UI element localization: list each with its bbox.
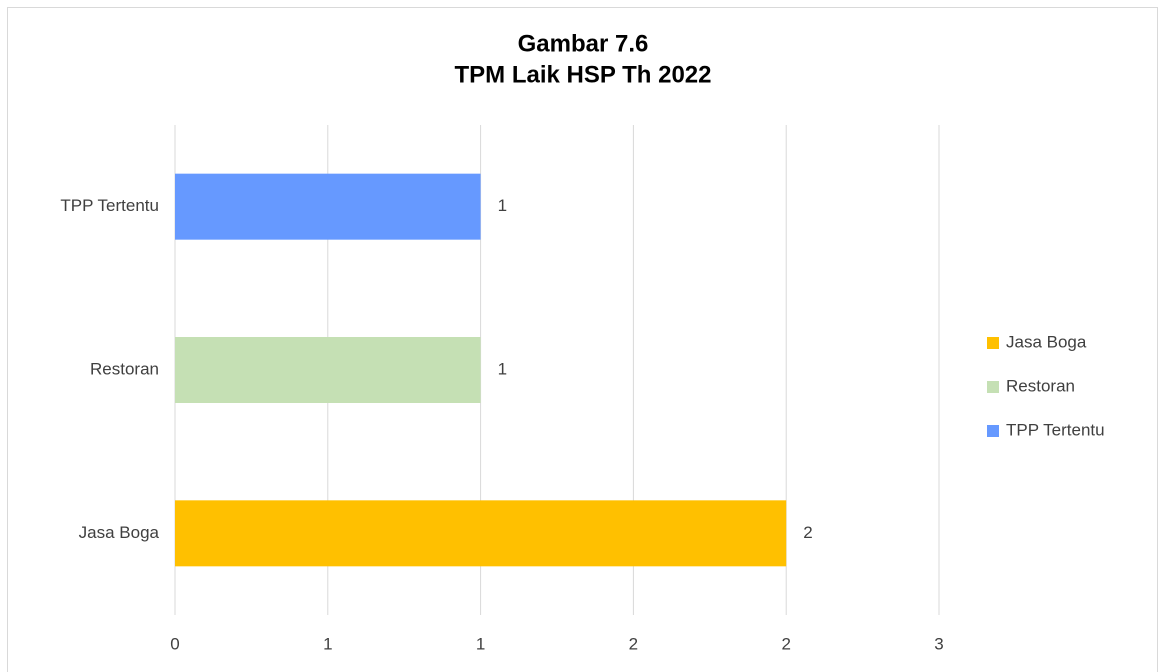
- bar: [175, 500, 787, 567]
- chart-title: Gambar 7.6: [518, 30, 649, 57]
- x-tick-label: 2: [781, 634, 790, 653]
- legend-label: Jasa Boga: [1006, 332, 1087, 351]
- y-tick-label: TPP Tertentu: [60, 196, 159, 215]
- x-tick-label: 3: [934, 634, 943, 653]
- legend-swatch: [987, 425, 999, 437]
- bar: [175, 173, 481, 240]
- data-label: 1: [498, 196, 507, 215]
- chart-subtitle: TPM Laik HSP Th 2022: [455, 61, 712, 88]
- x-tick-label: 0: [170, 634, 179, 653]
- bar: [175, 337, 481, 403]
- legend-swatch: [987, 381, 999, 393]
- legend-label: Restoran: [1006, 376, 1075, 395]
- data-label: 1: [498, 359, 507, 378]
- x-tick-label: 2: [629, 634, 638, 653]
- x-tick-label: 1: [323, 634, 332, 653]
- legend-swatch: [987, 337, 999, 349]
- y-tick-label: Restoran: [90, 359, 159, 378]
- x-tick-label: 1: [476, 634, 485, 653]
- data-label: 2: [803, 523, 812, 542]
- legend-label: TPP Tertentu: [1006, 420, 1105, 439]
- y-tick-label: Jasa Boga: [79, 523, 160, 542]
